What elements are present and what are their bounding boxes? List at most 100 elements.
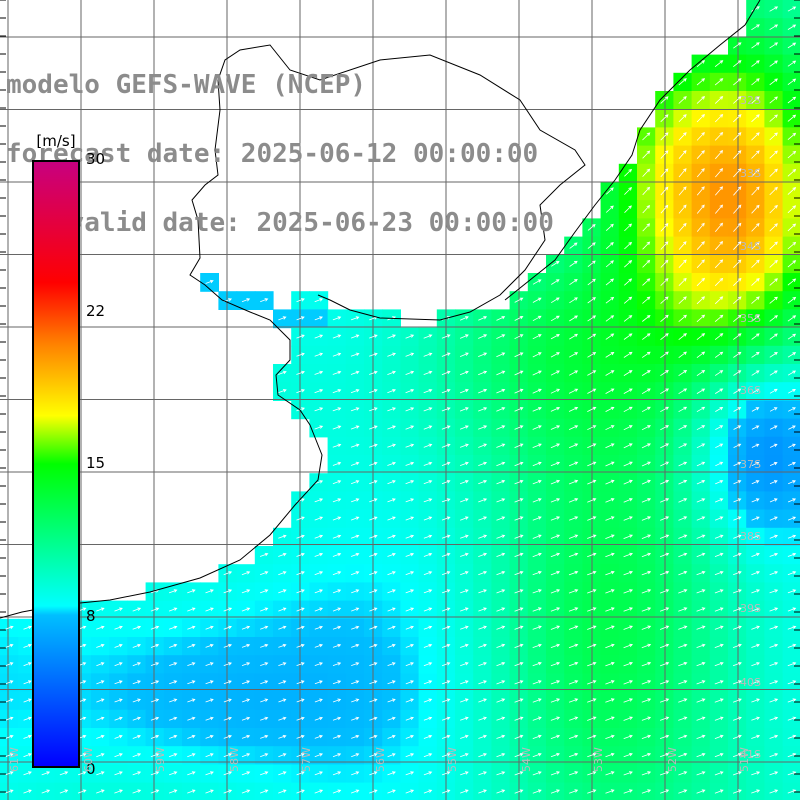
wind-arrow	[478, 552, 488, 557]
wind-arrow	[550, 534, 561, 539]
wind-arrow	[23, 771, 32, 776]
wind-arrow	[642, 333, 651, 340]
wind-arrow	[205, 607, 214, 612]
wind-arrow	[278, 534, 287, 539]
wind-arrow	[478, 407, 488, 412]
wind-arrow	[587, 425, 597, 431]
wind-cell	[746, 36, 765, 56]
wind-arrow	[678, 734, 688, 739]
wind-arrow	[150, 771, 160, 776]
wind-arrow	[769, 278, 778, 286]
wind-arrow	[715, 480, 724, 485]
wind-arrow	[314, 589, 323, 594]
wind-cell	[728, 145, 747, 165]
wind-arrow	[714, 534, 724, 539]
wind-arrow	[568, 388, 579, 394]
wind-arrows	[5, 6, 797, 794]
wind-arrow	[641, 370, 651, 376]
wind-arrow	[587, 607, 597, 612]
wind-arrow	[605, 223, 614, 231]
wind-arrow	[769, 534, 778, 539]
wind-cell	[600, 236, 620, 256]
wind-cell	[764, 364, 784, 383]
wind-arrow	[641, 698, 652, 703]
wind-arrow	[441, 425, 451, 430]
wind-arrow	[787, 205, 797, 214]
wind-arrow	[605, 333, 615, 340]
wind-cell	[637, 273, 656, 292]
wind-arrow	[132, 753, 142, 758]
wind-cell	[673, 127, 693, 147]
wind-arrow	[623, 789, 633, 794]
wind-arrow	[623, 552, 634, 558]
wind-arrow	[478, 534, 488, 539]
wind-arrow	[587, 242, 596, 249]
wind-arrow	[278, 607, 287, 612]
wind-arrow	[605, 643, 615, 649]
wind-arrow	[660, 222, 669, 232]
wind-arrow	[733, 333, 742, 340]
wind-cell	[600, 273, 620, 292]
wind-arrow	[496, 516, 506, 521]
wind-arrow	[623, 351, 633, 358]
wind-cell	[673, 254, 693, 274]
wind-arrow	[351, 662, 360, 666]
wind-arrow	[496, 370, 506, 376]
wind-arrow	[96, 698, 105, 703]
wind-cell	[673, 345, 693, 365]
wind-cell	[600, 364, 620, 383]
wind-arrow	[369, 680, 378, 685]
wind-arrow	[714, 716, 724, 721]
wind-cell	[546, 327, 565, 347]
wind-arrow	[96, 607, 105, 612]
wind-arrow	[568, 680, 579, 685]
wind-arrow	[478, 771, 487, 776]
wind-arrow	[332, 680, 342, 685]
wind-cell	[746, 382, 765, 401]
wind-cell	[709, 400, 729, 420]
wind-arrow	[369, 589, 378, 594]
wind-arrow	[314, 316, 323, 321]
wind-arrow	[787, 333, 797, 340]
wind-arrow	[714, 571, 724, 576]
wind-arrow	[278, 771, 287, 776]
wind-arrow	[387, 552, 396, 557]
wind-arrow	[114, 607, 123, 612]
wind-arrow	[605, 278, 615, 286]
wind-arrow	[423, 571, 433, 576]
wind-arrow	[678, 643, 688, 648]
wind-arrow	[605, 479, 615, 485]
wind-arrow	[369, 516, 378, 521]
wind-arrow	[732, 771, 742, 776]
wind-arrow	[23, 753, 32, 758]
wind-arrow	[751, 150, 760, 159]
wind-arrow	[624, 241, 632, 250]
wind-arrow	[587, 771, 597, 776]
wind-arrow	[641, 351, 651, 358]
wind-cell	[691, 436, 711, 456]
wind-arrow	[169, 662, 178, 666]
wind-arrow	[405, 771, 415, 776]
wind-arrow	[714, 680, 724, 685]
wind-arrow	[623, 625, 633, 630]
wind-arrow	[260, 625, 269, 630]
wind-cell	[728, 236, 747, 256]
wind-arrow	[660, 461, 670, 467]
wind-arrow	[696, 680, 706, 685]
wind-arrow	[769, 716, 779, 721]
wind-arrow	[568, 425, 579, 430]
wind-cell	[764, 327, 784, 347]
lat-label-40s: 40S	[740, 676, 761, 689]
wind-arrow	[278, 753, 287, 758]
wind-arrow	[150, 625, 160, 630]
wind-arrow	[605, 789, 615, 794]
wind-arrow	[514, 407, 524, 412]
wind-arrow	[751, 607, 760, 612]
wind-arrow	[460, 698, 469, 703]
wind-cell	[764, 254, 784, 274]
wind-arrow	[168, 753, 178, 758]
wind-arrow	[769, 571, 779, 576]
wind-arrow	[441, 334, 451, 339]
wind-cell	[746, 418, 765, 438]
wind-arrow	[405, 407, 415, 412]
